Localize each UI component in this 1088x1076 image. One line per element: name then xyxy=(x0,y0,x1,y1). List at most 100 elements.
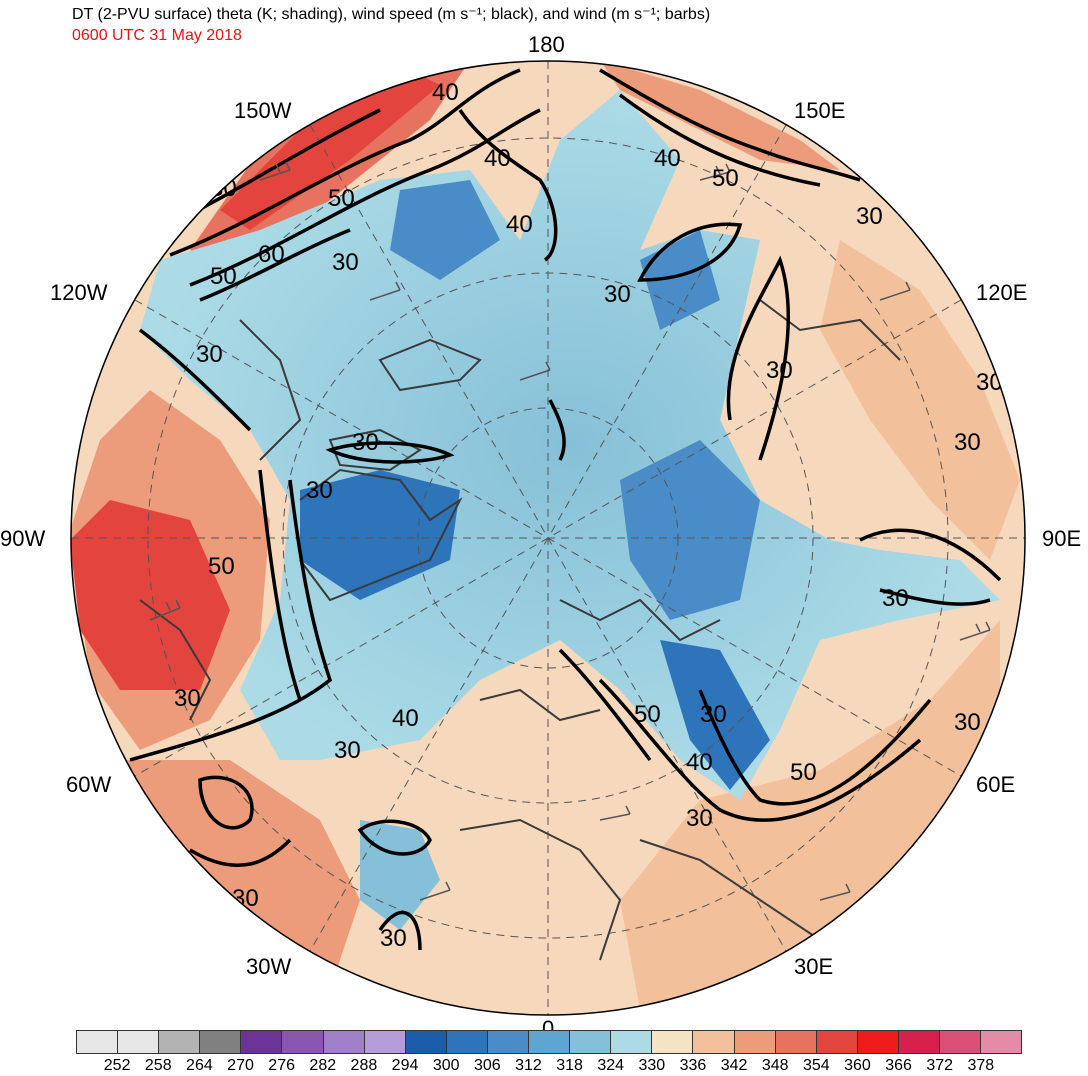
colorbar-tick-label: 318 xyxy=(556,1057,583,1074)
cool-region xyxy=(140,90,1000,800)
contour-label: 30 xyxy=(700,701,727,728)
contour-label: 50 xyxy=(210,263,237,290)
cool-core-1 xyxy=(300,470,460,600)
colorbar-tick-label: 270 xyxy=(227,1057,254,1074)
colorbar-cell xyxy=(939,1031,982,1053)
lon-label-30e: 30E xyxy=(794,954,833,979)
colorbar-cell xyxy=(364,1031,406,1053)
contour-label: 30 xyxy=(954,709,981,736)
colorbar-tick-label: 276 xyxy=(268,1057,295,1074)
colorbar-cell xyxy=(282,1031,324,1053)
colorbar-cell xyxy=(405,1031,447,1053)
theta-shading: 40 30 50 60 50 30 40 40 40 50 30 30 30 3… xyxy=(71,61,1025,1015)
cool-core-3 xyxy=(660,640,770,790)
contour-label: 30 xyxy=(954,429,981,456)
map-title: DT (2-PVU surface) theta (K; shading), w… xyxy=(72,6,711,23)
lon-label-150e: 150E xyxy=(794,98,845,123)
lon-label-90w: 90W xyxy=(0,526,45,551)
colorbar-tick-label: 300 xyxy=(432,1057,460,1074)
colorbar-tick-label: 258 xyxy=(144,1057,172,1074)
cool-core-5 xyxy=(640,230,720,330)
colorbar-tick-label: 330 xyxy=(638,1057,666,1074)
colorbar-tick-label: 252 xyxy=(103,1057,131,1074)
colorbar-cell xyxy=(898,1031,940,1053)
warm-region-e xyxy=(820,240,1020,560)
polar-map: 40 30 50 60 50 30 40 40 40 50 30 30 30 3… xyxy=(0,32,1081,1030)
contour-label: 30 xyxy=(334,737,361,764)
colorbar-cell xyxy=(77,1031,119,1053)
lon-label-60e: 60E xyxy=(976,772,1015,797)
contour-label: 40 xyxy=(432,79,459,106)
contour-label: 30 xyxy=(352,429,379,456)
colorbar-cell xyxy=(200,1031,242,1053)
colorbar-tick-label: 288 xyxy=(350,1057,378,1074)
contour-label: 60 xyxy=(258,241,285,268)
colorbar-tick-label: 372 xyxy=(926,1057,954,1074)
warm-region-sw xyxy=(120,760,360,990)
contour-label: 50 xyxy=(790,759,817,786)
cool-core-2 xyxy=(620,440,760,620)
contour-label: 40 xyxy=(392,705,419,732)
colorbar-tick-label: 354 xyxy=(802,1057,830,1074)
contour-label: 30 xyxy=(380,925,407,952)
contour-label: 30 xyxy=(686,805,713,832)
colorbar-cell xyxy=(118,1031,160,1053)
colorbar-tick-label: 306 xyxy=(473,1057,501,1074)
colorbar-labels: 252 258 264 270 276 282 288 294 300 306 312 318 324 3… xyxy=(76,1057,1022,1075)
colorbar-cell xyxy=(159,1031,201,1053)
colorbar-tick-label: 378 xyxy=(967,1057,995,1074)
colorbar-tick-label: 294 xyxy=(391,1057,419,1074)
contour-label: 40 xyxy=(654,145,681,172)
cool-core-4 xyxy=(390,180,500,280)
contour-label: 30 xyxy=(196,341,223,368)
lon-label-0: 0 xyxy=(542,1016,554,1030)
colorbar-tick-label: 342 xyxy=(720,1057,748,1074)
lon-label-120w: 120W xyxy=(50,280,108,305)
lon-label-30w: 30W xyxy=(246,954,291,979)
colorbar-cell xyxy=(570,1031,612,1053)
colorbar-tick-label: 366 xyxy=(885,1057,912,1074)
contour-label: 50 xyxy=(208,553,235,580)
contour-label: 30 xyxy=(856,203,883,230)
colorbar-tick-label: 312 xyxy=(515,1057,542,1074)
colorbar-cell xyxy=(775,1031,817,1053)
lon-label-90e: 90E xyxy=(1042,526,1081,551)
contour-labels: 40 30 50 60 50 30 40 40 40 50 30 30 30 3… xyxy=(174,79,1003,952)
colorbar-cell xyxy=(529,1031,571,1053)
contour-label: 50 xyxy=(328,185,355,212)
lon-label-60w: 60W xyxy=(66,772,111,797)
wind-barbs xyxy=(149,161,991,901)
colorbar-tick-label: 282 xyxy=(309,1057,337,1074)
contour-label: 40 xyxy=(484,145,511,172)
colorbar-cell xyxy=(241,1031,283,1053)
colorbar-tick-label: 264 xyxy=(186,1057,213,1074)
colorbar-cell xyxy=(446,1031,488,1053)
contour-label: 30 xyxy=(332,249,359,276)
theta-colorbar xyxy=(76,1030,1022,1054)
contour-label: 40 xyxy=(686,749,713,776)
contour-label: 30 xyxy=(174,685,201,712)
colorbar-cell xyxy=(611,1031,653,1053)
colorbar-cell xyxy=(652,1031,694,1053)
lon-label-150w: 150W xyxy=(234,98,292,123)
contour-label: 30 xyxy=(766,357,793,384)
colorbar-cell xyxy=(857,1031,899,1053)
map-boundary xyxy=(70,60,1026,1016)
coastlines xyxy=(139,299,901,961)
contour-label: 40 xyxy=(506,211,533,238)
colorbar-cell xyxy=(816,1031,858,1053)
wind-speed-contours xyxy=(129,68,1002,951)
colorbar-tick-label: 360 xyxy=(844,1057,871,1074)
graticule xyxy=(71,61,1025,1015)
warm-region-ne xyxy=(600,61,840,170)
colorbar-tick-label: 336 xyxy=(679,1057,707,1074)
contour-label: 30 xyxy=(882,585,909,612)
colorbar-tick-label: 348 xyxy=(761,1057,789,1074)
lon-label-180: 180 xyxy=(528,32,565,57)
colorbar-cell xyxy=(323,1031,365,1053)
contour-label: 30 xyxy=(604,281,631,308)
colorbar-cell xyxy=(981,1031,1022,1053)
valid-time-label: 0600 UTC 31 May 2018 xyxy=(72,27,242,44)
colorbar-cell xyxy=(487,1031,530,1053)
colorbar-tick-label: 324 xyxy=(597,1057,625,1074)
